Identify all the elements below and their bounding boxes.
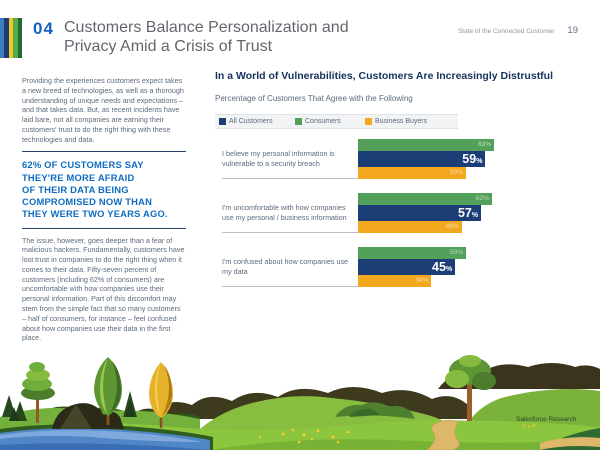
page-title: Customers Balance Personalization and Pr…: [64, 19, 349, 56]
legend-item-all-customers: All Customers: [219, 118, 295, 125]
bar-consumers: 50%: [358, 247, 466, 259]
brand-stripe: [13, 18, 18, 58]
callout-divider-bottom: [22, 227, 186, 229]
brand-flowers: [522, 424, 536, 428]
brand-stripe: [0, 18, 5, 58]
rocks-left-facet: [60, 404, 92, 429]
bar-group-label: I believe my personal information is vul…: [222, 148, 335, 168]
legend-label: Business Buyers: [375, 118, 428, 125]
rock-shadow: [350, 408, 380, 417]
callout-divider-top: [22, 151, 186, 153]
layered-tree-trunk: [36, 395, 39, 423]
report-name: State of the Connected Customer: [457, 28, 555, 35]
poplar-shadow: [110, 361, 121, 413]
row-baseline: [222, 178, 358, 179]
bar-value-unit: %: [471, 212, 479, 219]
bar-value-unit: %: [445, 266, 453, 273]
legend-item-business-buyers: Business Buyers: [365, 118, 427, 125]
landscape-illustration: Salesforce Research: [0, 355, 600, 450]
chart-row: I'm confused about how companies use my …: [215, 247, 593, 287]
chart-legend: All Customers Consumers Business Buyers: [215, 114, 458, 129]
chart-panel: In a World of Vulnerabilities, Customers…: [215, 70, 593, 301]
bar-consumers: 63%: [358, 139, 495, 151]
page-title-line2: Privacy Amid a Crisis of Trust: [64, 37, 273, 55]
bar-value: 48%: [445, 223, 459, 230]
bar-value: 45%: [432, 260, 453, 274]
bar-value: 50%: [449, 249, 463, 256]
yellow-poplar-shadow: [162, 365, 172, 416]
page-number: 19: [567, 25, 578, 36]
bar-group-label: I'm uncomfortable with how companies use…: [222, 202, 347, 222]
page-title-line1: Customers Balance Personalization and: [64, 19, 349, 36]
bar-value: 57%: [457, 206, 479, 220]
layered-tree-foliage: [22, 377, 52, 391]
right-tree-foliage: [445, 370, 469, 388]
bar-business-buyers: 48%: [358, 221, 462, 233]
legend-label: All Customers: [229, 118, 273, 125]
bar-value: 63%: [478, 141, 492, 148]
right-tree-trunk: [467, 369, 472, 421]
legend-swatch-business-buyers: [365, 118, 372, 125]
pond-deep: [0, 443, 210, 450]
brand-stripe: [4, 18, 9, 58]
bar-value: 59%: [462, 152, 483, 166]
footer-brand: Salesforce Research: [516, 416, 577, 423]
trail-path-right: [540, 437, 600, 450]
bar-all-customers: 45%: [358, 259, 456, 275]
left-text-column: Providing the experiences customers expe…: [22, 76, 186, 343]
bar-value: 34%: [415, 277, 429, 284]
bar-group: 50% 45% 34%: [358, 247, 593, 287]
bar-group: 62% 57% 48%: [358, 193, 593, 233]
row-baseline: [222, 286, 358, 287]
legend-label: Consumers: [305, 118, 341, 125]
chart-row: I'm uncomfortable with how companies use…: [215, 193, 593, 233]
small-pine-shadow: [125, 399, 135, 417]
chart-row: I believe my personal information is vul…: [215, 139, 593, 179]
bar-all-customers: 59%: [358, 151, 486, 167]
bar-value-unit: %: [476, 158, 483, 165]
bar-group: 63% 59% 50%: [358, 139, 593, 179]
right-tree-foliage: [459, 355, 481, 367]
bar-all-customers: 57%: [358, 205, 482, 221]
body-paragraph: The issue, however, goes deeper than a f…: [22, 235, 185, 343]
intro-paragraph: Providing the experiences customers expe…: [22, 76, 184, 144]
bar-group-label: I'm confused about how companies use my …: [222, 256, 349, 276]
right-tree-foliage: [472, 372, 496, 390]
chart-rows: I believe my personal information is vul…: [215, 139, 593, 287]
legend-item-consumers: Consumers: [295, 118, 365, 125]
row-baseline: [222, 232, 358, 233]
bar-consumers: 62%: [358, 193, 492, 205]
pine-tree-shadow: [9, 407, 19, 421]
meadow-shade: [210, 439, 600, 450]
poplar-highlight: [100, 357, 108, 414]
layered-tree-foliage: [26, 369, 50, 381]
brand-stripes: [0, 18, 23, 58]
section-number: 04: [33, 19, 54, 38]
brand-stripe: [8, 18, 14, 58]
callout-statistic: 62% OF CUSTOMERS SAY THEY'RE MORE AFRAID…: [22, 159, 168, 220]
pond-highlight: [0, 430, 202, 442]
meadow-flowers: [258, 428, 350, 444]
bar-value: 62%: [475, 195, 489, 202]
brand-stripe: [17, 18, 23, 58]
yellow-poplar-highlight: [155, 362, 161, 415]
bar-value: 50%: [449, 169, 463, 176]
layered-tree-foliage: [29, 362, 45, 372]
page-reference: State of the Connected Customer 19: [458, 25, 578, 36]
bar-business-buyers: 50%: [358, 167, 466, 179]
legend-swatch-consumers: [295, 118, 302, 125]
chart-subtitle: Percentage of Customers That Agree with …: [215, 94, 413, 103]
bar-business-buyers: 34%: [358, 275, 432, 287]
legend-swatch-all-customers: [219, 118, 226, 125]
chart-title: In a World of Vulnerabilities, Customers…: [215, 70, 554, 82]
trail-path: [426, 419, 460, 450]
